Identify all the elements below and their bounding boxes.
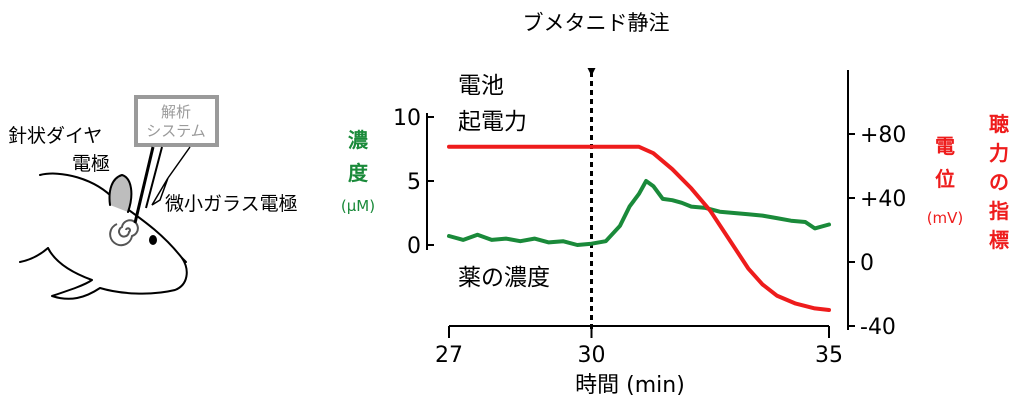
needle-electrode-label-line2: 電極: [72, 153, 110, 175]
battery-emf-label-line1: 電池: [458, 73, 504, 99]
x-axis-tick-label: 30: [578, 343, 606, 368]
needle-electrode-label-line1: 針状ダイヤ: [8, 125, 102, 147]
hearing-index-char-2: 力: [989, 141, 1009, 165]
x-axis-tick-label: 35: [815, 343, 843, 368]
right-axis-tick-label: 0: [860, 251, 874, 276]
right-axis-tick-label: +40: [860, 187, 906, 212]
analysis-box-line2: システム: [146, 122, 206, 140]
microelectrode-label: 微小ガラス電極: [165, 193, 298, 215]
electrode-wires: [133, 146, 191, 224]
left-axis-label-char-1: 濃: [348, 128, 369, 152]
potential-series-line: [447, 144, 831, 312]
right-axis-tick-label: -40: [860, 315, 896, 340]
hearing-index-char-3: の: [989, 170, 1009, 194]
right-axis-tick-label: +80: [860, 123, 906, 148]
x-axis-title: 時間 (min): [575, 373, 685, 398]
injection-title: ブメタニド静注: [523, 11, 670, 35]
right-axis-label-char-1: 電: [935, 134, 955, 158]
drug-concentration-label: 薬の濃度: [458, 265, 550, 291]
cochlea-icon: [109, 219, 139, 247]
analysis-system-box: [134, 95, 219, 147]
left-axis-tick-label: 5: [407, 170, 421, 195]
right-axis-label-char-2: 位: [935, 167, 955, 191]
hearing-index-char-1: 聴: [989, 112, 1009, 136]
concentration-series-line: [447, 179, 831, 247]
mouse-illustration: [19, 172, 188, 300]
left-axis-tick-label: 0: [407, 234, 421, 259]
left-axis-tick-label: 10: [393, 106, 421, 131]
left-axis-label-char-2: 度: [348, 161, 369, 185]
injection-marker-arrow: [587, 68, 596, 76]
hearing-index-char-5: 標: [989, 228, 1009, 252]
hearing-index-char-4: 指: [989, 199, 1009, 223]
chart: 濃 度 (μM) 電 位 (mV) 聴 力 の 指 標 電池 起電力 薬の濃度 …: [341, 68, 1009, 398]
analysis-box-line1: 解析: [161, 103, 191, 121]
right-axis-unit: (mV): [927, 209, 964, 227]
battery-emf-label-line2: 起電力: [458, 109, 527, 135]
left-axis-unit: (μM): [341, 197, 375, 215]
x-axis-tick-label: 27: [435, 343, 463, 368]
